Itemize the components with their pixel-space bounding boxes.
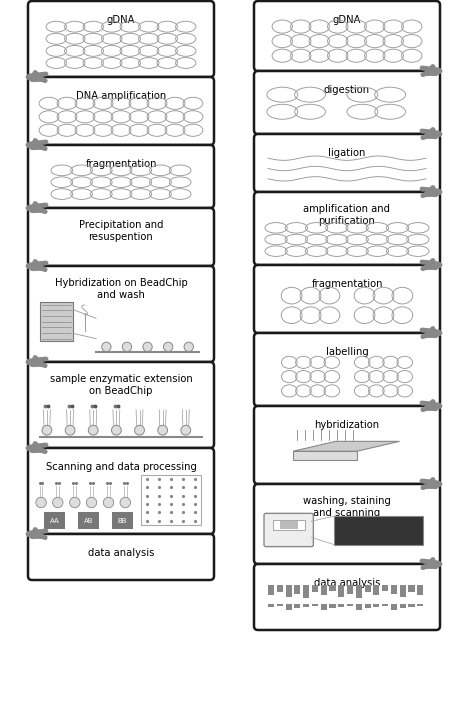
Text: data analysis: data analysis	[314, 578, 380, 588]
FancyBboxPatch shape	[28, 362, 214, 448]
Bar	[334, 516, 423, 544]
Bar	[268, 604, 274, 607]
Bar	[329, 585, 336, 591]
Text: gDNA: gDNA	[333, 15, 361, 25]
Text: sample enzymatic extension
on BeadChip: sample enzymatic extension on BeadChip	[50, 374, 192, 395]
Bar	[365, 604, 371, 608]
FancyBboxPatch shape	[28, 208, 214, 266]
Bar	[417, 604, 423, 606]
Text: gDNA: gDNA	[107, 15, 135, 25]
Circle shape	[164, 342, 173, 352]
FancyBboxPatch shape	[28, 1, 214, 77]
Text: ligation: ligation	[328, 148, 365, 158]
Bar	[312, 585, 318, 592]
Bar	[338, 604, 345, 607]
Bar	[382, 585, 388, 591]
Bar	[391, 604, 397, 610]
Bar	[294, 604, 301, 608]
FancyBboxPatch shape	[254, 265, 440, 333]
Circle shape	[143, 342, 152, 352]
Text: AB: AB	[84, 518, 93, 524]
Text: hybridization: hybridization	[314, 420, 380, 430]
Bar	[417, 585, 423, 595]
Bar	[382, 604, 388, 606]
Bar	[277, 604, 283, 606]
Text: labelling: labelling	[326, 347, 368, 357]
Text: Hybridization on BeadChip
and wash: Hybridization on BeadChip and wash	[55, 278, 187, 300]
Bar	[268, 585, 274, 595]
Circle shape	[158, 425, 168, 435]
Text: amplification and
purification: amplification and purification	[303, 204, 391, 226]
FancyBboxPatch shape	[28, 534, 214, 580]
FancyBboxPatch shape	[264, 513, 313, 546]
Bar	[365, 585, 371, 592]
FancyBboxPatch shape	[28, 266, 214, 362]
Bar	[347, 604, 353, 606]
Circle shape	[120, 498, 130, 508]
FancyBboxPatch shape	[254, 333, 440, 406]
Bar	[321, 604, 327, 610]
Bar	[409, 585, 415, 592]
Bar	[303, 604, 309, 607]
Circle shape	[102, 342, 111, 352]
FancyBboxPatch shape	[254, 484, 440, 564]
Polygon shape	[293, 452, 357, 460]
Bar	[40, 302, 73, 342]
Circle shape	[86, 498, 97, 508]
Text: digestion: digestion	[324, 85, 370, 95]
FancyBboxPatch shape	[28, 77, 214, 145]
Circle shape	[65, 425, 75, 435]
Circle shape	[184, 342, 193, 352]
FancyBboxPatch shape	[254, 71, 440, 134]
Text: washing, staining
and scanning: washing, staining and scanning	[303, 496, 391, 518]
Bar	[400, 604, 406, 608]
Text: AA: AA	[50, 518, 60, 524]
Bar	[141, 475, 201, 525]
FancyBboxPatch shape	[254, 1, 440, 71]
Text: BB: BB	[118, 518, 127, 524]
Circle shape	[181, 425, 191, 435]
Bar	[374, 585, 380, 595]
Text: fragmentation: fragmentation	[85, 159, 157, 169]
Bar	[273, 520, 305, 530]
Text: fragmentation: fragmentation	[311, 279, 383, 289]
Bar	[338, 585, 345, 597]
Bar	[356, 585, 362, 598]
Circle shape	[36, 498, 46, 508]
Circle shape	[122, 342, 132, 352]
Circle shape	[103, 498, 114, 508]
Bar	[312, 604, 318, 606]
Bar	[400, 585, 406, 597]
Text: DNA amplification: DNA amplification	[76, 91, 166, 101]
FancyBboxPatch shape	[28, 145, 214, 208]
Bar	[374, 604, 380, 607]
Bar	[294, 585, 301, 594]
FancyBboxPatch shape	[254, 192, 440, 265]
Bar	[277, 585, 283, 592]
Bar	[285, 604, 292, 610]
FancyBboxPatch shape	[28, 448, 214, 534]
Bar	[329, 604, 336, 608]
Text: Scanning and data processing: Scanning and data processing	[46, 462, 196, 472]
FancyBboxPatch shape	[254, 134, 440, 192]
Bar	[391, 585, 397, 594]
Bar	[285, 585, 292, 597]
Circle shape	[88, 425, 98, 435]
Bar	[303, 585, 309, 598]
FancyBboxPatch shape	[254, 564, 440, 630]
Bar	[409, 604, 415, 607]
Text: data analysis: data analysis	[88, 548, 154, 558]
Circle shape	[53, 498, 63, 508]
Bar	[356, 604, 362, 610]
Bar	[280, 521, 298, 528]
Circle shape	[42, 425, 52, 435]
Bar	[347, 585, 353, 594]
Text: Precipitation and
resuspention: Precipitation and resuspention	[79, 220, 163, 242]
FancyBboxPatch shape	[254, 406, 440, 484]
Polygon shape	[293, 441, 400, 452]
Circle shape	[70, 498, 80, 508]
Circle shape	[111, 425, 121, 435]
Circle shape	[135, 425, 145, 435]
Bar	[321, 585, 327, 595]
